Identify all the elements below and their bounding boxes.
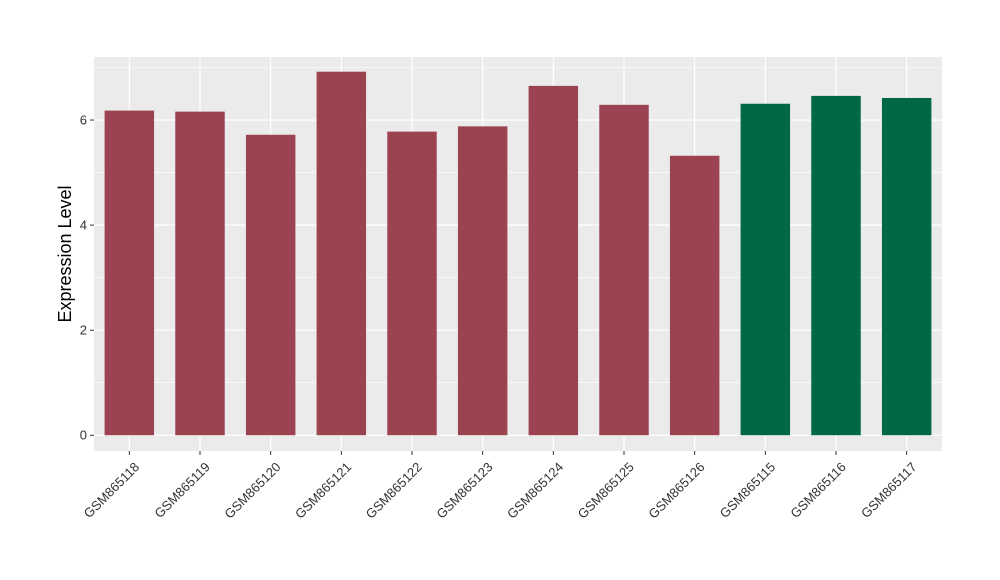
bars	[104, 71, 932, 436]
bar	[881, 97, 932, 436]
x-tick-label: GSM865124	[504, 459, 566, 521]
y-tick-label: 2	[80, 323, 87, 338]
bar	[599, 104, 649, 436]
bar	[175, 111, 225, 436]
x-tick-label: GSM865116	[787, 459, 849, 521]
bar	[245, 134, 296, 436]
x-tick-label: GSM865119	[151, 459, 213, 521]
bar	[316, 71, 367, 436]
bar	[740, 103, 791, 436]
x-tick-label: GSM865121	[292, 459, 354, 521]
bar	[669, 155, 720, 436]
x-tick-label: GSM865115	[717, 459, 779, 521]
y-axis: 0 2 4 6	[80, 113, 94, 443]
bar	[811, 95, 861, 436]
x-tick-label: GSM865118	[81, 459, 143, 521]
x-tick-label: GSM865120	[221, 459, 283, 521]
x-tick-label: GSM865123	[433, 459, 495, 521]
y-tick-label: 0	[80, 428, 87, 443]
minor-gridlines	[94, 67, 942, 384]
y-axis-title: Expression Level	[55, 185, 75, 322]
plot-panel	[94, 57, 942, 451]
x-tick-label: GSM865125	[575, 459, 637, 521]
x-tick-label: GSM865122	[363, 459, 425, 521]
bar	[457, 126, 508, 436]
x-tick-label: GSM865126	[645, 459, 707, 521]
y-tick-label: 6	[80, 113, 87, 128]
x-axis: GSM865118 GSM865119 GSM865120 GSM865121 GSM8…	[81, 451, 920, 522]
bar	[528, 85, 579, 436]
bar	[104, 110, 155, 436]
bar	[387, 131, 437, 436]
y-tick-label: 4	[80, 218, 87, 233]
x-tick-label: GSM865117	[858, 459, 920, 521]
